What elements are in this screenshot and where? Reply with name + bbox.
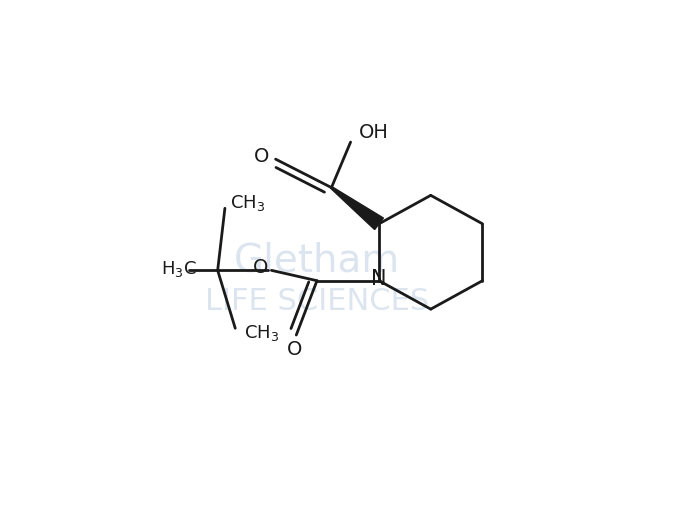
Text: CH$_3$: CH$_3$	[244, 323, 279, 343]
Text: N: N	[371, 269, 387, 289]
Text: O: O	[253, 147, 269, 165]
Text: OH: OH	[359, 123, 389, 142]
Text: O: O	[253, 258, 268, 277]
Text: O: O	[287, 340, 302, 359]
Text: CH$_3$: CH$_3$	[230, 193, 265, 213]
Text: LIFE SCIENCES: LIFE SCIENCES	[205, 287, 429, 316]
Polygon shape	[331, 187, 383, 229]
Text: Gletham: Gletham	[234, 241, 400, 279]
Text: H$_3$C: H$_3$C	[161, 259, 196, 279]
